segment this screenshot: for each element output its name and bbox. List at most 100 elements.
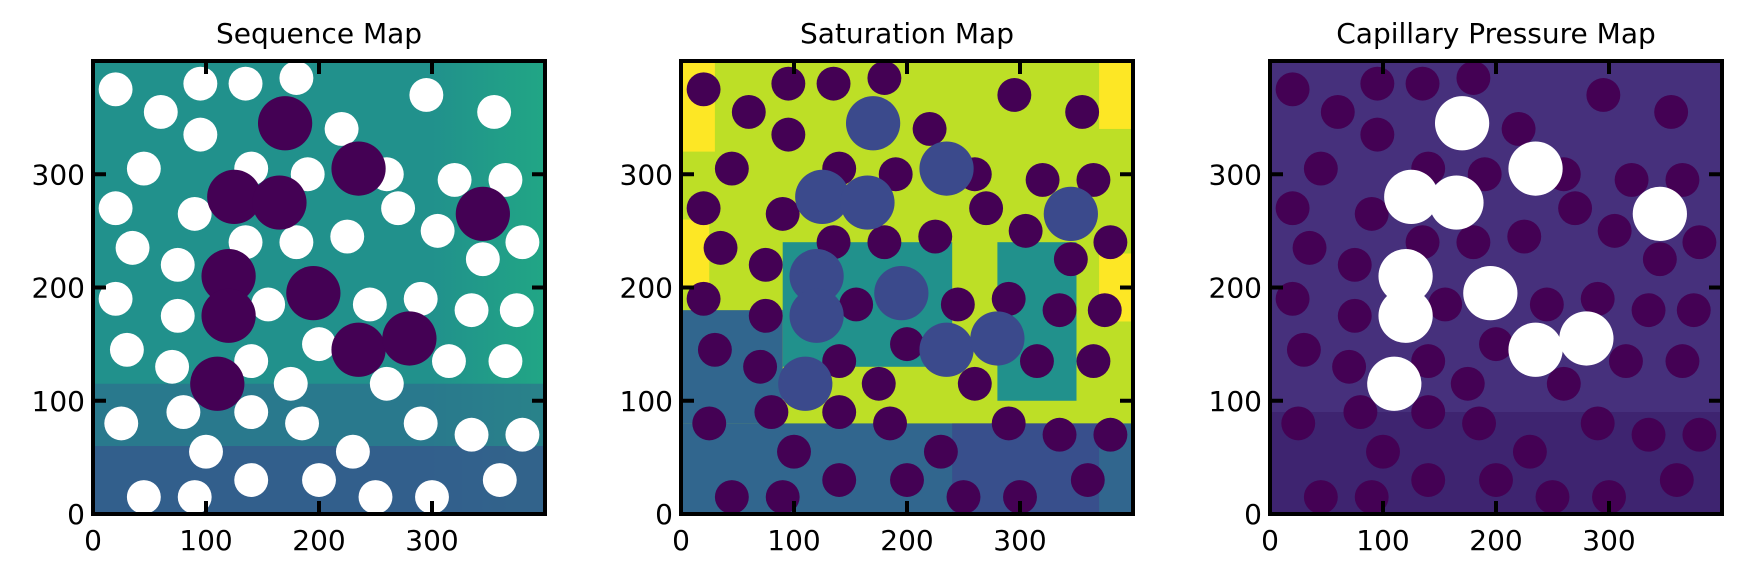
- grain: [1659, 463, 1694, 497]
- grain: [1286, 332, 1321, 367]
- grain: [234, 395, 269, 430]
- grain: [488, 344, 523, 379]
- x-tick-label: 0: [1261, 524, 1279, 557]
- grain: [403, 406, 438, 441]
- x-tick-label: 100: [179, 524, 232, 557]
- grain: [1592, 480, 1626, 514]
- grain: [1654, 95, 1689, 129]
- invaded-blob: [845, 96, 901, 151]
- grain: [890, 463, 924, 497]
- grain: [1450, 366, 1485, 401]
- grain: [1529, 287, 1564, 322]
- grain: [499, 293, 534, 328]
- grain: [166, 395, 201, 430]
- invaded-blob: [286, 266, 341, 321]
- x-tick-label: 0: [672, 524, 690, 557]
- grain: [143, 95, 178, 129]
- grain: [302, 327, 336, 362]
- grain: [1501, 112, 1536, 146]
- saturated-patch: [1099, 61, 1133, 129]
- grain: [969, 191, 1004, 226]
- grain: [1614, 162, 1649, 197]
- grain: [477, 95, 512, 129]
- grain: [1042, 293, 1077, 328]
- grain: [777, 434, 811, 469]
- grain: [302, 463, 336, 497]
- grain: [98, 191, 133, 226]
- grain: [505, 225, 540, 260]
- grain: [415, 480, 449, 514]
- grain: [1462, 406, 1497, 441]
- grain: [1558, 191, 1593, 226]
- grain: [1467, 157, 1502, 192]
- grain: [861, 366, 896, 401]
- invaded-blob: [1429, 175, 1484, 230]
- grain: [686, 281, 721, 316]
- grain: [1682, 417, 1717, 452]
- grain: [98, 281, 133, 316]
- grain: [1019, 344, 1054, 379]
- heatmap-image: [1270, 61, 1722, 514]
- grain: [822, 463, 857, 497]
- grain: [1292, 230, 1327, 265]
- saturated-patch: [681, 219, 710, 288]
- invaded-blob: [1508, 141, 1563, 196]
- x-tick-label: 100: [1356, 524, 1409, 557]
- grain: [1076, 344, 1111, 379]
- grain: [1597, 213, 1632, 248]
- grain: [765, 196, 800, 231]
- grain: [1580, 281, 1615, 316]
- grain: [940, 287, 975, 322]
- grain: [1512, 434, 1547, 469]
- grain: [183, 66, 218, 101]
- grain: [1507, 219, 1542, 254]
- invaded-blob: [331, 322, 386, 377]
- grain: [1456, 225, 1491, 260]
- grain: [946, 480, 981, 514]
- grain: [1275, 72, 1310, 107]
- grain: [1546, 366, 1581, 401]
- grain: [454, 417, 489, 452]
- x-tick-label: 200: [292, 524, 345, 557]
- grain: [765, 480, 800, 514]
- grain: [1065, 95, 1100, 129]
- y-tick-label: 100: [1209, 385, 1262, 418]
- grain: [403, 281, 438, 316]
- heatmap-image: [681, 61, 1133, 514]
- invaded-blob: [789, 288, 844, 343]
- grain: [743, 349, 778, 384]
- grain: [867, 61, 902, 95]
- y-tick-label: 100: [32, 385, 85, 418]
- grain: [991, 281, 1026, 316]
- grain: [1087, 293, 1122, 328]
- grain: [754, 395, 789, 430]
- grain: [381, 191, 416, 226]
- grain: [1303, 151, 1338, 186]
- grain: [465, 242, 500, 277]
- grain: [1366, 434, 1400, 469]
- grain: [714, 480, 749, 514]
- panel-title: Sequence Map: [216, 17, 422, 50]
- invaded-blob: [1367, 356, 1422, 411]
- grain: [1303, 480, 1338, 514]
- y-tick-label: 0: [67, 498, 85, 531]
- grain: [918, 219, 953, 254]
- grain: [1003, 480, 1037, 514]
- invaded-blob: [190, 356, 245, 411]
- panel-1: Sequence Map 0 100 200 300 0 100 200 300: [32, 17, 547, 557]
- grain: [1275, 281, 1310, 316]
- grain: [420, 213, 455, 248]
- x-tick-label: 200: [1469, 524, 1522, 557]
- grain: [714, 151, 749, 186]
- grain: [1411, 463, 1446, 497]
- invaded-blob: [1632, 186, 1687, 242]
- grain: [873, 406, 907, 441]
- invaded-blob: [1508, 322, 1563, 377]
- grain: [155, 349, 190, 384]
- grain: [1076, 162, 1111, 197]
- invaded-blob: [207, 169, 262, 225]
- invaded-blob: [257, 96, 313, 151]
- grain: [822, 395, 857, 430]
- grain: [997, 78, 1032, 112]
